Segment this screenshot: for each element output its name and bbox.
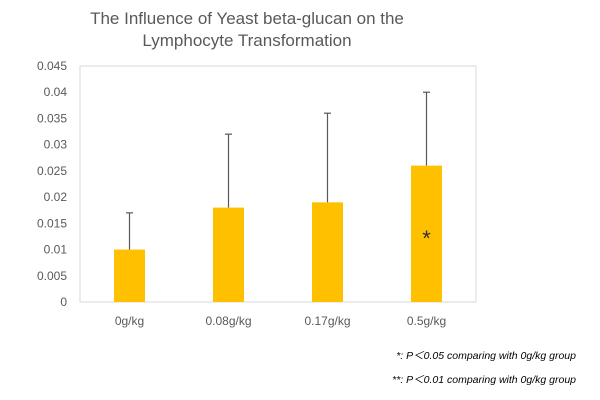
y-tick-label: 0.045 [37,59,67,73]
note-p005: *: P＜0.05 comparing with 0g/kg group [396,350,576,362]
x-tick-label: 0.5g/kg [407,314,446,328]
plot-area [79,65,477,303]
bar-0g/kg [114,249,145,302]
x-tick-label: 0g/kg [115,314,144,328]
chart-title-line-1: The Influence of Yeast beta-glucan on th… [90,9,404,28]
bar-0.5g/kg [411,165,442,302]
bar-0.08g/kg [213,207,244,302]
y-tick-label: 0.04 [44,85,68,99]
y-tick-label: 0.025 [37,164,67,178]
y-tick-label: 0.03 [44,138,68,152]
y-tick-label: 0.015 [37,216,67,230]
chart-title-line-2: Lymphocyte Transformation [142,31,351,50]
note-p001: **: P＜0.01 comparing with 0g/kg group [392,374,576,386]
x-tick-label: 0.17g/kg [304,314,350,328]
y-tick-label: 0 [60,295,67,309]
y-tick-label: 0.035 [37,111,67,125]
y-tick-label: 0.005 [37,269,67,283]
y-tick-label: 0.02 [44,190,68,204]
significance-marker: * [422,226,431,251]
x-tick-label: 0.08g/kg [205,314,251,328]
y-tick-label: 0.01 [44,243,68,257]
bar-0.17g/kg [312,202,343,302]
